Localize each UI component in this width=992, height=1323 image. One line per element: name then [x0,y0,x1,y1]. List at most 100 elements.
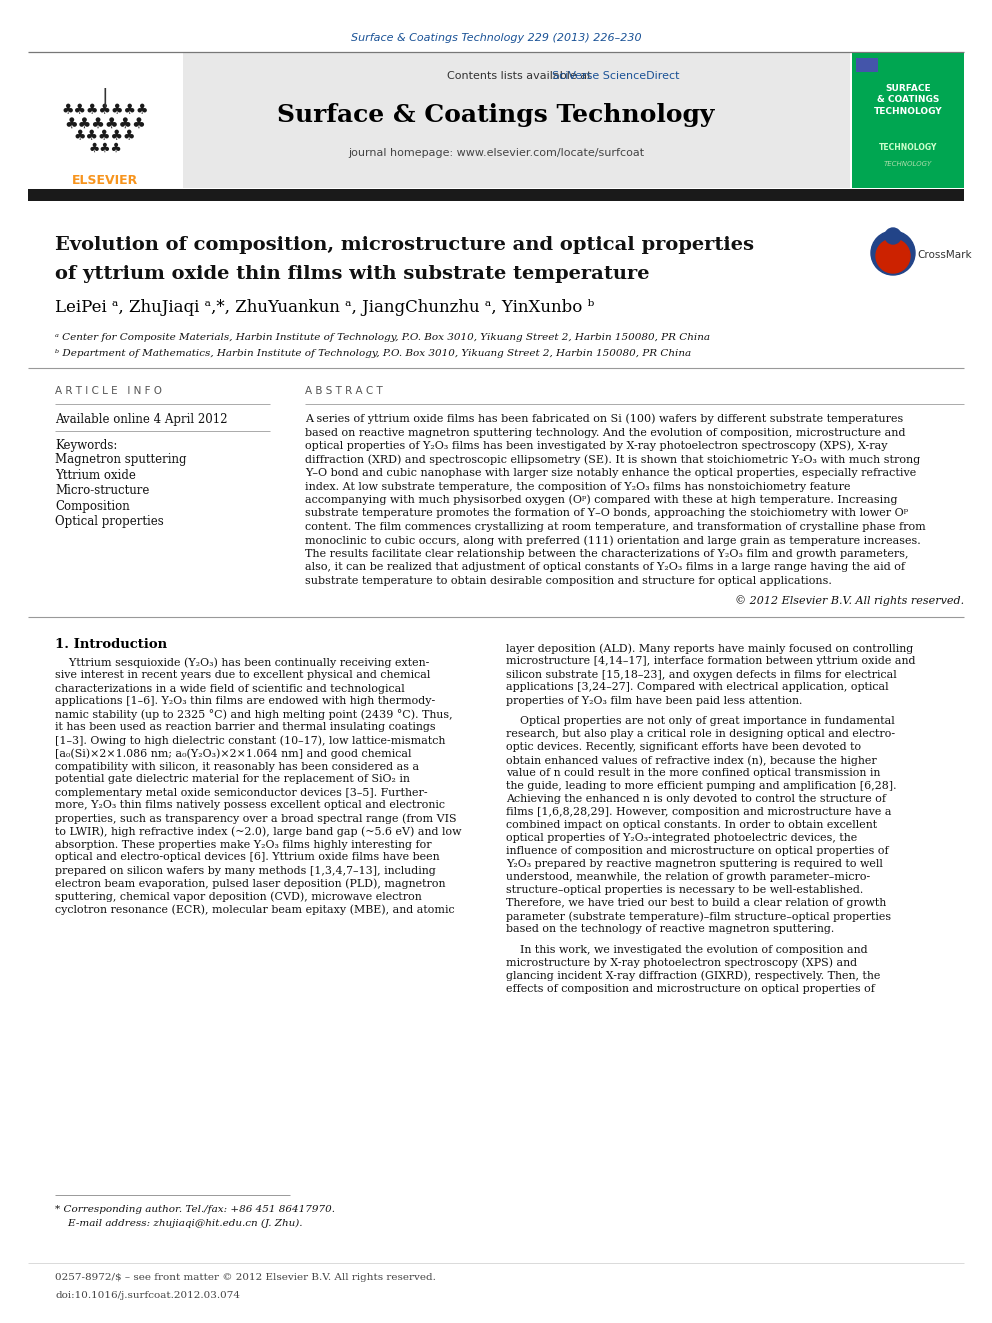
Text: Contents lists available at: Contents lists available at [447,71,595,81]
FancyBboxPatch shape [183,53,850,188]
Text: influence of composition and microstructure on optical properties of: influence of composition and microstruct… [506,847,889,856]
Text: ELSEVIER: ELSEVIER [71,173,138,187]
Text: 0257-8972/$ – see front matter © 2012 Elsevier B.V. All rights reserved.: 0257-8972/$ – see front matter © 2012 El… [55,1274,435,1282]
Text: characterizations in a wide field of scientific and technological: characterizations in a wide field of sci… [55,684,405,693]
Text: ♣♣♣: ♣♣♣ [88,142,122,155]
Text: A series of yttrium oxide films has been fabricated on Si (100) wafers by differ: A series of yttrium oxide films has been… [305,414,904,425]
Text: * Corresponding author. Tel./fax: +86 451 86417970.: * Corresponding author. Tel./fax: +86 45… [55,1204,335,1213]
Text: compatibility with silicon, it reasonably has been considered as a: compatibility with silicon, it reasonabl… [55,762,420,771]
Text: cyclotron resonance (ECR), molecular beam epitaxy (MBE), and atomic: cyclotron resonance (ECR), molecular bea… [55,904,454,914]
Text: effects of composition and microstructure on optical properties of: effects of composition and microstructur… [506,984,875,994]
FancyBboxPatch shape [852,53,964,188]
Text: |: | [102,87,108,107]
Text: sputtering, chemical vapor deposition (CVD), microwave electron: sputtering, chemical vapor deposition (C… [55,892,422,902]
Text: more, Y₂O₃ thin films natively possess excellent optical and electronic: more, Y₂O₃ thin films natively possess e… [55,800,445,811]
Text: optical and electro-optical devices [6]. Yttrium oxide films have been: optical and electro-optical devices [6].… [55,852,439,863]
Text: research, but also play a critical role in designing optical and electro-: research, but also play a critical role … [506,729,895,740]
Text: also, it can be realized that adjustment of optical constants of Y₂O₃ films in a: also, it can be realized that adjustment… [305,562,905,573]
Text: ᵇ Department of Mathematics, Harbin Institute of Technology, P.O. Box 3010, Yiku: ᵇ Department of Mathematics, Harbin Inst… [55,348,691,357]
Text: properties, such as transparency over a broad spectral range (from VIS: properties, such as transparency over a … [55,814,456,824]
Text: properties of Y₂O₃ film have been paid less attention.: properties of Y₂O₃ film have been paid l… [506,696,803,705]
FancyBboxPatch shape [28,53,183,188]
Text: content. The film commences crystallizing at room temperature, and transformatio: content. The film commences crystallizin… [305,523,926,532]
Text: sive interest in recent years due to excellent physical and chemical: sive interest in recent years due to exc… [55,671,431,680]
Text: prepared on silicon wafers by many methods [1,3,4,7–13], including: prepared on silicon wafers by many metho… [55,865,435,876]
Text: Surface & Coatings Technology: Surface & Coatings Technology [278,103,714,127]
Text: A B S T R A C T: A B S T R A C T [305,386,383,396]
Text: ♣♣♣♣♣♣♣: ♣♣♣♣♣♣♣ [62,103,149,116]
Text: Therefore, we have tried our best to build a clear relation of growth: Therefore, we have tried our best to bui… [506,898,886,909]
FancyBboxPatch shape [28,189,964,201]
Text: TECHNOLOGY: TECHNOLOGY [884,161,932,167]
Text: [1–3]. Owing to high dielectric constant (10–17), low lattice-mismatch: [1–3]. Owing to high dielectric constant… [55,736,445,746]
Text: ♣♣♣♣♣: ♣♣♣♣♣ [73,130,136,143]
Text: value of n could result in the more confined optical transmission in: value of n could result in the more conf… [506,769,880,778]
Text: [a₀(Si)×2×1.086 nm; a₀(Y₂O₃)×2×1.064 nm] and good chemical: [a₀(Si)×2×1.086 nm; a₀(Y₂O₃)×2×1.064 nm]… [55,749,412,759]
Text: Composition: Composition [55,500,130,513]
Text: Micro-structure: Micro-structure [55,484,150,497]
Text: SciVerse ScienceDirect: SciVerse ScienceDirect [447,71,680,81]
Text: Yttrium oxide: Yttrium oxide [55,468,136,482]
Text: optical properties of Y₂O₃-integrated photoelectric devices, the: optical properties of Y₂O₃-integrated ph… [506,833,857,843]
Text: optic devices. Recently, significant efforts have been devoted to: optic devices. Recently, significant eff… [506,742,861,753]
Text: substrate temperature to obtain desirable composition and structure for optical : substrate temperature to obtain desirabl… [305,576,832,586]
Text: understood, meanwhile, the relation of growth parameter–micro-: understood, meanwhile, the relation of g… [506,872,870,882]
Text: Available online 4 April 2012: Available online 4 April 2012 [55,413,227,426]
Text: E-mail address: zhujiaqi@hit.edu.cn (J. Zhu).: E-mail address: zhujiaqi@hit.edu.cn (J. … [55,1218,303,1228]
Text: Magnetron sputtering: Magnetron sputtering [55,454,186,467]
Text: Y₂O₃ prepared by reactive magnetron sputtering is required to well: Y₂O₃ prepared by reactive magnetron sput… [506,860,883,869]
Text: based on the technology of reactive magnetron sputtering.: based on the technology of reactive magn… [506,925,834,934]
Circle shape [876,239,910,273]
FancyBboxPatch shape [856,58,878,71]
Text: ᵃ Center for Composite Materials, Harbin Institute of Technology, P.O. Box 3010,: ᵃ Center for Composite Materials, Harbin… [55,332,710,341]
Text: Optical properties: Optical properties [55,516,164,528]
Circle shape [871,232,915,275]
Text: the guide, leading to more efficient pumping and amplification [6,28].: the guide, leading to more efficient pum… [506,782,897,791]
Text: SURFACE
& COATINGS
TECHNOLOGY: SURFACE & COATINGS TECHNOLOGY [874,85,942,115]
Text: TECHNOLOGY: TECHNOLOGY [879,143,937,152]
Text: microstructure by X-ray photoelectron spectroscopy (XPS) and: microstructure by X-ray photoelectron sp… [506,958,857,968]
Text: diffraction (XRD) and spectroscopic ellipsometry (SE). It is shown that stoichio: diffraction (XRD) and spectroscopic elli… [305,454,921,464]
Circle shape [885,228,901,243]
Text: to LWIR), high refractive index (~2.0), large band gap (~5.6 eV) and low: to LWIR), high refractive index (~2.0), … [55,827,461,836]
Text: Optical properties are not only of great importance in fundamental: Optical properties are not only of great… [506,716,895,726]
Text: CrossMark: CrossMark [917,250,971,261]
Text: films [1,6,8,28,29]. However, composition and microstructure have a: films [1,6,8,28,29]. However, compositio… [506,807,892,818]
Text: In this work, we investigated the evolution of composition and: In this work, we investigated the evolut… [506,945,868,955]
Text: doi:10.1016/j.surfcoat.2012.03.074: doi:10.1016/j.surfcoat.2012.03.074 [55,1290,240,1299]
Text: LeiPei ᵃ, ZhuJiaqi ᵃ,*, ZhuYuankun ᵃ, JiangChunzhu ᵃ, YinXunbo ᵇ: LeiPei ᵃ, ZhuJiaqi ᵃ,*, ZhuYuankun ᵃ, Ji… [55,299,594,316]
Text: The results facilitate clear relationship between the characterizations of Y₂O₃ : The results facilitate clear relationshi… [305,549,909,560]
Text: microstructure [4,14–17], interface formation between yttrium oxide and: microstructure [4,14–17], interface form… [506,656,916,667]
Text: combined impact on optical constants. In order to obtain excellent: combined impact on optical constants. In… [506,820,877,831]
Text: applications [1–6]. Y₂O₃ thin films are endowed with high thermody-: applications [1–6]. Y₂O₃ thin films are … [55,696,435,706]
Text: journal homepage: www.elsevier.com/locate/surfcoat: journal homepage: www.elsevier.com/locat… [348,148,644,157]
Text: layer deposition (ALD). Many reports have mainly focused on controlling: layer deposition (ALD). Many reports hav… [506,643,914,654]
Text: Yttrium sesquioxide (Y₂O₃) has been continually receiving exten-: Yttrium sesquioxide (Y₂O₃) has been cont… [55,658,430,668]
Text: silicon substrate [15,18–23], and oxygen defects in films for electrical: silicon substrate [15,18–23], and oxygen… [506,669,897,680]
Text: obtain enhanced values of refractive index (n), because the higher: obtain enhanced values of refractive ind… [506,755,877,766]
Text: © 2012 Elsevier B.V. All rights reserved.: © 2012 Elsevier B.V. All rights reserved… [735,595,964,606]
Text: electron beam evaporation, pulsed laser deposition (PLD), magnetron: electron beam evaporation, pulsed laser … [55,878,445,889]
Text: based on reactive magnetron sputtering technology. And the evolution of composit: based on reactive magnetron sputtering t… [305,427,906,438]
Text: applications [3,24–27]. Compared with electrical application, optical: applications [3,24–27]. Compared with el… [506,683,889,692]
Text: potential gate dielectric material for the replacement of SiO₂ in: potential gate dielectric material for t… [55,774,410,785]
Text: namic stability (up to 2325 °C) and high melting point (2439 °C). Thus,: namic stability (up to 2325 °C) and high… [55,709,452,720]
Text: Keywords:: Keywords: [55,439,117,452]
Text: it has been used as reaction barrier and thermal insulating coatings: it has been used as reaction barrier and… [55,722,435,733]
Text: Surface & Coatings Technology 229 (2013) 226–230: Surface & Coatings Technology 229 (2013)… [351,33,641,44]
Text: parameter (substrate temperature)–film structure–optical properties: parameter (substrate temperature)–film s… [506,912,891,922]
Text: monoclinic to cubic occurs, along with preferred (111) orientation and large gra: monoclinic to cubic occurs, along with p… [305,536,921,546]
Text: glancing incident X-ray diffraction (GIXRD), respectively. Then, the: glancing incident X-ray diffraction (GIX… [506,971,880,982]
Text: substrate temperature promotes the formation of Y–O bonds, approaching the stoic: substrate temperature promotes the forma… [305,508,908,519]
Text: structure–optical properties is necessary to be well-established.: structure–optical properties is necessar… [506,885,863,896]
Text: 1. Introduction: 1. Introduction [55,638,167,651]
Text: ♣♣♣♣♣♣: ♣♣♣♣♣♣ [64,115,146,131]
Text: A R T I C L E   I N F O: A R T I C L E I N F O [55,386,162,396]
Text: index. At low substrate temperature, the composition of Y₂O₃ films has nonstoich: index. At low substrate temperature, the… [305,482,850,492]
Text: accompanying with much physisorbed oxygen (Oᵖ) compared with these at high tempe: accompanying with much physisorbed oxyge… [305,495,898,505]
Text: optical properties of Y₂O₃ films has been investigated by X-ray photoelectron sp: optical properties of Y₂O₃ films has bee… [305,441,888,451]
Text: absorption. These properties make Y₂O₃ films highly interesting for: absorption. These properties make Y₂O₃ f… [55,840,432,849]
Text: Achieving the enhanced n is only devoted to control the structure of: Achieving the enhanced n is only devoted… [506,794,886,804]
Text: Y–O bond and cubic nanophase with larger size notably enhance the optical proper: Y–O bond and cubic nanophase with larger… [305,468,917,478]
Text: of yttrium oxide thin films with substrate temperature: of yttrium oxide thin films with substra… [55,265,650,283]
